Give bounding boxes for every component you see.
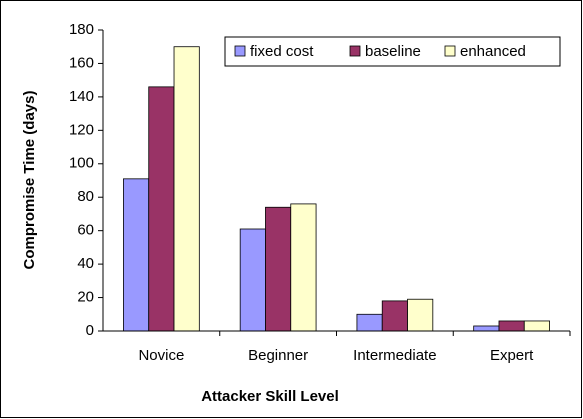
bar <box>239 228 266 332</box>
bar <box>290 203 317 332</box>
bar <box>523 320 550 332</box>
y-tick-label: 120 <box>69 121 94 138</box>
y-tick-label: 20 <box>77 289 94 306</box>
bar <box>407 298 434 332</box>
legend-swatch <box>444 45 456 57</box>
x-tick-label: Novice <box>138 347 184 364</box>
y-axis-label: Compromise Time (days) <box>21 91 38 270</box>
bar <box>356 313 383 332</box>
y-tick-label: 180 <box>69 21 94 38</box>
x-tick-label: Beginner <box>248 347 308 364</box>
bar <box>148 86 175 332</box>
legend-box <box>224 36 561 67</box>
bar <box>473 325 500 332</box>
legend-label: fixed cost <box>250 43 314 60</box>
bar <box>381 300 408 332</box>
y-tick-label: 140 <box>69 88 94 105</box>
y-tick-label: 60 <box>77 222 94 239</box>
bar <box>265 206 292 332</box>
bar <box>123 178 150 332</box>
legend-label: baseline <box>365 43 421 60</box>
x-axis-label: Attacker Skill Level <box>201 388 339 405</box>
y-tick-label: 100 <box>69 155 94 172</box>
legend-swatch <box>349 45 361 57</box>
y-tick-label: 40 <box>77 255 94 272</box>
x-tick-label: Expert <box>490 347 534 364</box>
bar <box>173 46 200 332</box>
legend-swatch <box>234 45 246 57</box>
y-tick-label: 0 <box>86 322 94 339</box>
y-tick-label: 160 <box>69 54 94 71</box>
bar <box>498 320 525 332</box>
x-tick-label: Intermediate <box>353 347 436 364</box>
legend-label: enhanced <box>460 43 526 60</box>
y-tick-label: 80 <box>77 188 94 205</box>
